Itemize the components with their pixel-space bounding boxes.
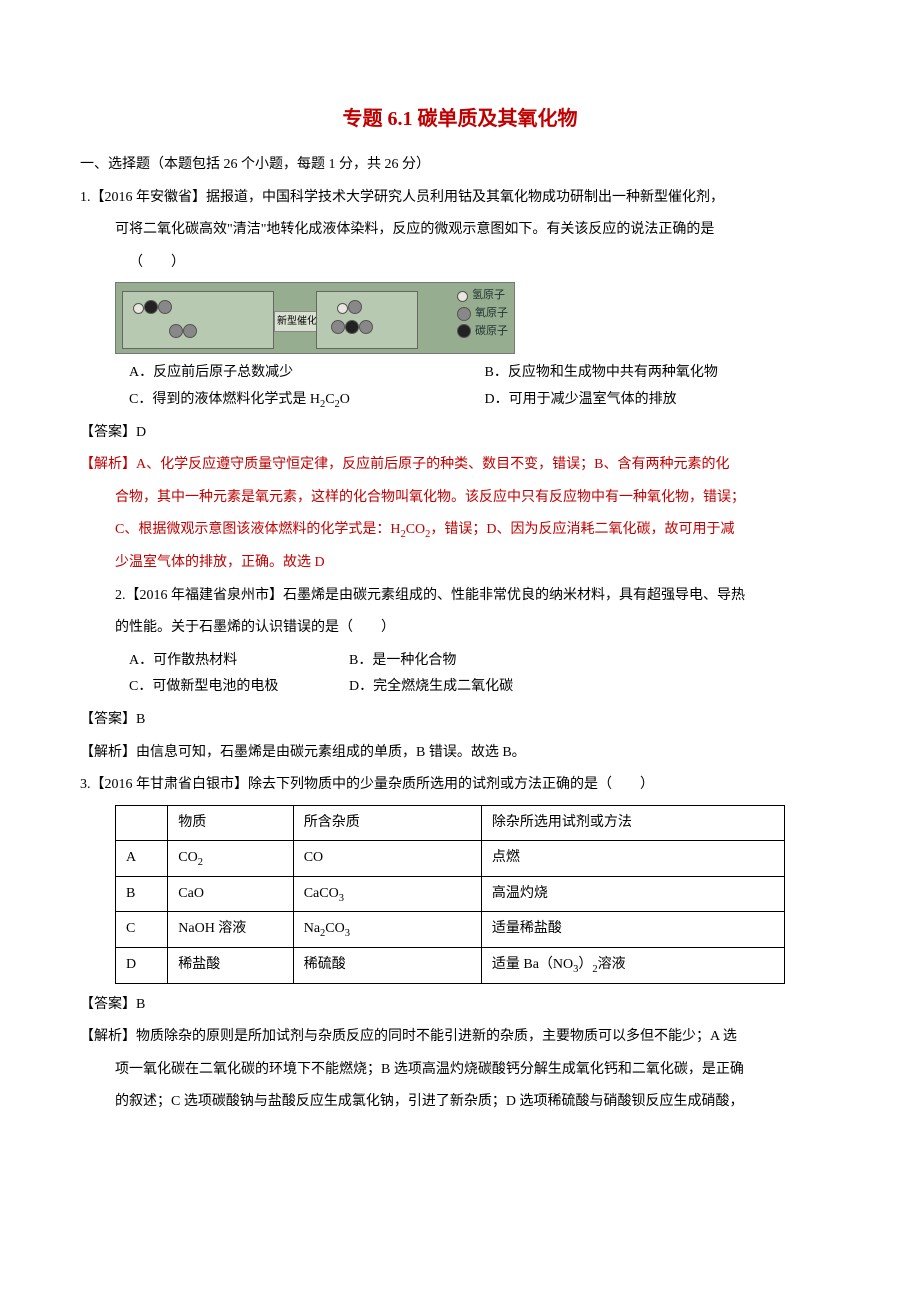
q1-stem-line1: 1.【2016 年安徽省】据报道，中国科学技术大学研究人员利用钴及其氧化物成功研… [80, 185, 840, 212]
cell: 稀盐酸 [168, 948, 293, 984]
q3-stem: 3.【2016 年甘肃省白银市】除去下列物质中的少量杂质所选用的试剂或方法正确的… [80, 772, 840, 799]
legend-o: 氧原子 [475, 305, 508, 323]
table-row: C NaOH 溶液 Na2CO3 适量稀盐酸 [116, 912, 785, 948]
cell: 适量稀盐酸 [481, 912, 784, 948]
th-substance: 物质 [168, 805, 293, 841]
cell: CaO [168, 876, 293, 912]
q2-option-d: D．完全燃烧生成二氧化碳 [349, 674, 840, 701]
q1-answer: 【答案】D [80, 420, 840, 447]
cell: CaCO3 [293, 876, 481, 912]
page-title: 专题 6.1 碳单质及其氧化物 [80, 100, 840, 138]
q3-analysis-b: 项一氧化碳在二氧化碳的环境下不能燃烧；B 选项高温灼烧碳酸钙分解生成氧化钙和二氧… [80, 1057, 840, 1084]
cell: 点燃 [481, 841, 784, 877]
q2-analysis: 【解析】由信息可知，石墨烯是由碳元素组成的单质，B 错误。故选 B。 [80, 740, 840, 767]
q2-answer: 【答案】B [80, 707, 840, 734]
th-blank [116, 805, 168, 841]
section-heading: 一、选择题（本题包括 26 个小题，每题 1 分，共 26 分） [80, 152, 840, 179]
legend-h: 氢原子 [472, 287, 505, 305]
q2-stem-line1: 2.【2016 年福建省泉州市】石墨烯是由碳元素组成的、性能非常优良的纳米材料，… [80, 583, 840, 610]
q1-reaction-diagram: 新型催化剂 氢原子 氧原子 碳原子 [115, 282, 515, 354]
q1-option-b: B．反应物和生成物中共有两种氧化物 [485, 360, 841, 387]
cell: NaOH 溶液 [168, 912, 293, 948]
q1-analysis-c: C、根据微观示意图该液体燃料的化学式是：H2CO2，错误；D、因为反应消耗二氧化… [80, 517, 840, 544]
th-method: 除杂所选用试剂或方法 [481, 805, 784, 841]
table-row: A CO2 CO 点燃 [116, 841, 785, 877]
th-impurity: 所含杂质 [293, 805, 481, 841]
q1-analysis-d: 少温室气体的排放，正确。故选 D [80, 550, 840, 577]
cell: C [116, 912, 168, 948]
q1-analysis: 【解析】A、化学反应遵守质量守恒定律，反应前后原子的种类、数目不变，错误；B、含… [80, 452, 840, 479]
q1-analysis-b: 合物，其中一种元素是氧元素，这样的化合物叫氧化物。该反应中只有反应物中有一种氧化… [80, 485, 840, 512]
cell: CO [293, 841, 481, 877]
cell: D [116, 948, 168, 984]
q1-option-a: A．反应前后原子总数减少 [129, 360, 485, 387]
q1-stem-line3: （ ） [80, 250, 840, 277]
table-header-row: 物质 所含杂质 除杂所选用试剂或方法 [116, 805, 785, 841]
cell: A [116, 841, 168, 877]
q2-option-a: A．可作散热材料 [129, 648, 349, 675]
table-row: B CaO CaCO3 高温灼烧 [116, 876, 785, 912]
q2-stem-line2: 的性能。关于石墨烯的认识错误的是（ ） [80, 615, 840, 642]
q3-analysis-c: 的叙述；C 选项碳酸钠与盐酸反应生成氯化钠，引进了新杂质；D 选项稀硫酸与硝酸钡… [80, 1089, 840, 1116]
cell: B [116, 876, 168, 912]
q3-answer: 【答案】B [80, 992, 840, 1019]
cell: 适量 Ba（NO3）2溶液 [481, 948, 784, 984]
cell: 稀硫酸 [293, 948, 481, 984]
q1-stem-line2: 可将二氧化碳高效"清洁"地转化成液体染料，反应的微观示意图如下。有关该反应的说法… [80, 217, 840, 244]
q2-option-c: C．可做新型电池的电极 [129, 674, 349, 701]
cell: Na2CO3 [293, 912, 481, 948]
q3-analysis-a: 【解析】物质除杂的原则是所加试剂与杂质反应的同时不能引进新的杂质，主要物质可以多… [80, 1024, 840, 1051]
cell: 高温灼烧 [481, 876, 784, 912]
cell: CO2 [168, 841, 293, 877]
q3-impurity-table: 物质 所含杂质 除杂所选用试剂或方法 A CO2 CO 点燃 B CaO CaC… [115, 805, 785, 984]
q1-option-d: D．可用于减少温室气体的排放 [485, 387, 841, 414]
table-row: D 稀盐酸 稀硫酸 适量 Ba（NO3）2溶液 [116, 948, 785, 984]
q1-option-c: C．得到的液体燃料化学式是 H2C2O [129, 387, 485, 414]
q2-option-b: B．是一种化合物 [349, 648, 840, 675]
legend-c: 碳原子 [475, 323, 508, 341]
